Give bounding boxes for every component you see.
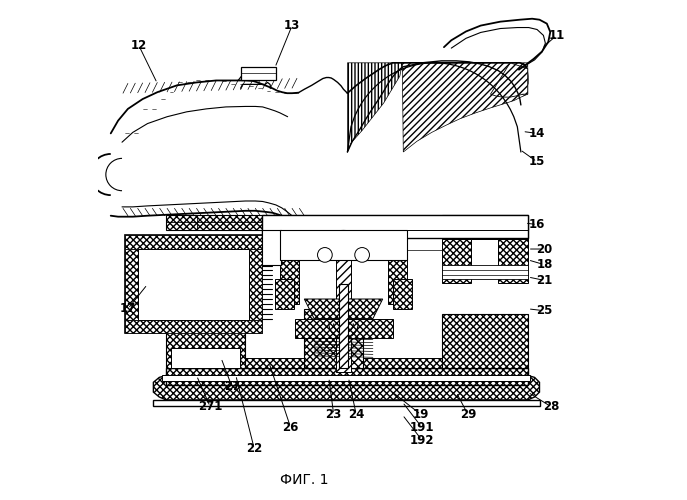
Bar	[172, 358, 522, 368]
Bar	[166, 368, 528, 385]
Bar	[336, 214, 351, 372]
Text: ФИГ. 1: ФИГ. 1	[280, 474, 328, 488]
Bar	[392, 280, 412, 309]
Text: 26: 26	[282, 421, 299, 434]
Text: 12: 12	[131, 38, 147, 52]
Text: 29: 29	[460, 408, 476, 421]
Text: 271: 271	[198, 400, 223, 413]
Polygon shape	[304, 299, 383, 318]
Text: 15: 15	[529, 156, 545, 168]
Text: 13: 13	[284, 19, 300, 32]
Bar	[498, 239, 528, 284]
Bar	[162, 376, 530, 382]
Bar	[153, 400, 541, 406]
Bar	[262, 230, 281, 264]
Text: 17: 17	[120, 302, 136, 316]
Polygon shape	[403, 63, 528, 152]
Bar	[171, 348, 240, 368]
Text: 21: 21	[537, 274, 552, 287]
Text: 192: 192	[409, 434, 434, 446]
Bar	[339, 284, 348, 368]
Text: 18: 18	[537, 258, 552, 271]
Bar	[166, 314, 245, 368]
Text: 19: 19	[413, 408, 429, 421]
Text: 11: 11	[548, 29, 565, 42]
Bar	[275, 280, 295, 309]
Bar	[442, 264, 528, 280]
Bar	[126, 320, 262, 334]
Text: 24: 24	[348, 408, 364, 421]
Bar	[304, 309, 344, 368]
Text: 16: 16	[529, 218, 545, 231]
Bar	[262, 214, 528, 238]
Text: 191: 191	[409, 421, 434, 434]
Bar	[126, 249, 137, 320]
Bar	[471, 239, 498, 279]
Polygon shape	[491, 63, 528, 97]
Bar	[387, 255, 407, 304]
Text: 28: 28	[543, 400, 559, 413]
Bar	[166, 214, 528, 230]
Bar	[137, 249, 249, 320]
Bar	[126, 236, 262, 249]
Polygon shape	[153, 376, 539, 400]
Text: 22: 22	[246, 442, 262, 456]
Bar	[442, 214, 528, 239]
Bar	[249, 249, 262, 320]
Polygon shape	[348, 63, 403, 152]
Circle shape	[317, 248, 333, 262]
Bar	[295, 318, 392, 338]
Bar	[126, 236, 262, 334]
Bar	[442, 239, 471, 284]
Text: 25: 25	[537, 304, 552, 318]
Text: 23: 23	[326, 408, 342, 421]
Bar	[240, 66, 276, 80]
Text: 27: 27	[224, 380, 240, 392]
Bar	[442, 314, 528, 368]
Circle shape	[354, 248, 370, 262]
Text: 14: 14	[529, 127, 545, 140]
Bar	[280, 255, 300, 304]
Bar	[280, 230, 407, 260]
Text: 20: 20	[537, 242, 552, 256]
Bar	[344, 309, 363, 368]
